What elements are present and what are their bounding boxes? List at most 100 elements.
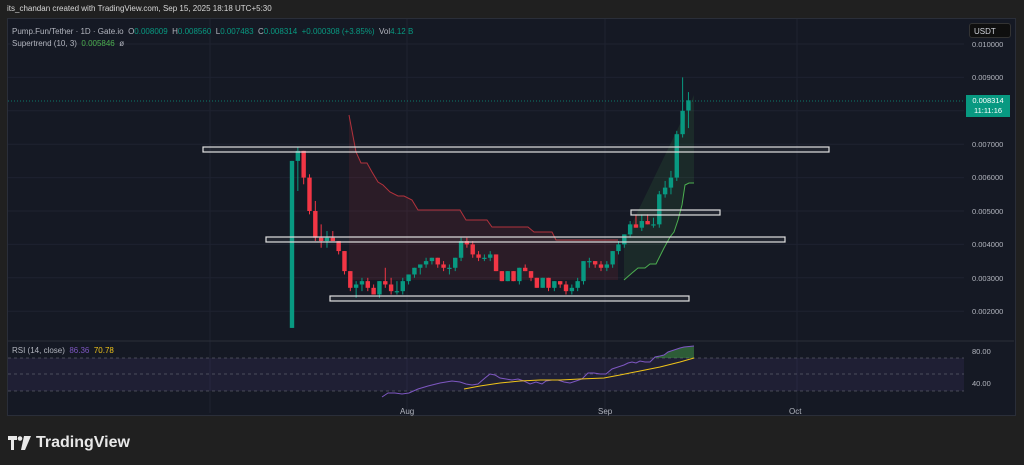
supertrend-label[interactable]: Supertrend (10, 3) — [12, 39, 77, 48]
high-value: 0.008560 — [177, 27, 212, 36]
candle-body — [563, 284, 569, 292]
candle-body — [435, 257, 440, 265]
price-tick: 0.009000 — [972, 73, 1004, 82]
candle-body — [575, 281, 580, 288]
candle-body — [324, 237, 330, 242]
zone-rectangle — [630, 209, 721, 216]
rsi-tick: 40.00 — [972, 379, 991, 388]
candle-body — [517, 267, 522, 282]
candle-body — [359, 281, 365, 285]
candle-body — [552, 281, 557, 288]
price-tick: 0.010000 — [972, 40, 1004, 49]
candle-body — [383, 281, 388, 285]
candle-body — [447, 267, 452, 269]
candle-body — [388, 284, 394, 292]
candle-body — [429, 257, 435, 262]
price-tick: 0.004000 — [972, 240, 1004, 249]
candle-body — [546, 277, 551, 288]
candle-body — [499, 271, 505, 282]
candle-body — [540, 277, 545, 288]
candle-body — [662, 187, 668, 195]
rsi-label[interactable]: RSI (14, close) — [12, 346, 65, 355]
zone-rectangle — [265, 236, 786, 243]
candle-body — [458, 241, 464, 258]
candle-body — [622, 234, 627, 245]
logo-text: TradingView — [36, 434, 130, 451]
candle-body — [616, 244, 621, 252]
candle-body — [400, 281, 405, 292]
chart-credit: its_chandan created with TradingView.com… — [7, 4, 272, 13]
candle-body — [470, 244, 475, 255]
candle-body — [651, 224, 656, 226]
rsi-tick: 80.00 — [972, 347, 991, 356]
candle-body — [394, 291, 400, 293]
candle-body — [441, 264, 446, 268]
candle-body — [289, 160, 295, 328]
current-price: 0.008314 — [972, 96, 1004, 105]
candle-body — [627, 224, 633, 235]
candle-body — [295, 150, 301, 161]
candle-body — [464, 241, 470, 245]
candle-body — [307, 177, 312, 211]
close-value: 0.008314 — [263, 27, 298, 36]
visibility-icon[interactable]: ø — [119, 39, 125, 48]
candle-body — [592, 261, 598, 265]
rsi-overbought-fill — [650, 346, 694, 362]
candle-body — [476, 254, 481, 258]
candle-body — [680, 110, 685, 135]
current-price-tag: 0.008314 11:11:16 — [966, 95, 1010, 117]
candle-body — [418, 264, 423, 268]
currency-button[interactable]: USDT — [969, 23, 1011, 38]
price-axis[interactable] — [965, 18, 1016, 416]
candle-body — [423, 261, 429, 265]
candle-body — [604, 264, 610, 268]
candle-body — [377, 281, 382, 295]
candle-body — [348, 271, 353, 288]
candle-body — [493, 254, 499, 272]
tradingview-logo-icon — [8, 436, 31, 450]
candle-body — [528, 271, 534, 278]
supertrend-down-line — [348, 114, 618, 241]
candle-body — [342, 251, 347, 272]
candle-body — [353, 284, 359, 288]
candle-body — [406, 274, 411, 282]
rsi-band-fill — [8, 358, 964, 391]
tradingview-logo[interactable]: TradingView — [8, 434, 130, 452]
candle-body — [657, 194, 662, 225]
candle-body — [453, 257, 458, 268]
time-label: Sep — [598, 407, 613, 416]
candle-body — [598, 264, 604, 268]
price-tick: 0.003000 — [972, 274, 1004, 283]
price-tick: 0.005000 — [972, 207, 1004, 216]
candle-body — [301, 150, 306, 178]
price-tick: 0.007000 — [972, 140, 1004, 149]
candle-body — [569, 287, 575, 292]
candle-body — [336, 241, 341, 252]
candle-body — [534, 277, 540, 288]
zone-rectangle — [329, 295, 690, 302]
chart-pane[interactable] — [7, 18, 966, 416]
candle-body — [610, 251, 615, 265]
price-tick: 0.006000 — [972, 173, 1004, 182]
supertrend-value: 0.005846 — [81, 39, 115, 48]
rsi-value: 86.36 — [69, 346, 90, 355]
candle-body — [505, 271, 510, 282]
candle-body — [365, 281, 370, 288]
candle-body — [639, 221, 644, 228]
zone-rectangle — [202, 146, 830, 153]
candle-body — [587, 261, 592, 263]
candle-body — [330, 237, 336, 242]
low-value: 0.007483 — [220, 27, 254, 36]
candle-body — [488, 254, 493, 258]
time-label: Oct — [789, 407, 802, 416]
candle-body — [557, 281, 563, 285]
candle-body — [633, 224, 639, 228]
candle-body — [523, 267, 528, 272]
symbol-title[interactable]: Pump.Fun/Tether · 1D · Gate.io — [12, 27, 124, 36]
candle-body — [511, 271, 516, 282]
bar-countdown: 11:11:16 — [973, 106, 1003, 115]
price-tick: 0.002000 — [972, 307, 1004, 316]
candle-body — [645, 221, 650, 225]
candle-body — [313, 211, 318, 238]
